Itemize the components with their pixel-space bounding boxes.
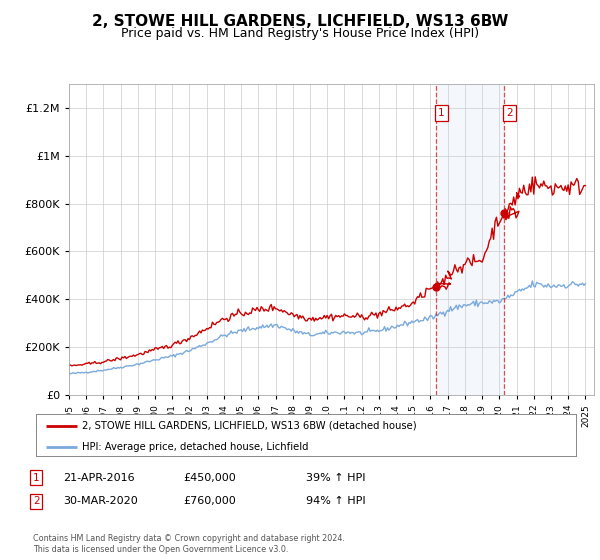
Text: 1: 1	[33, 473, 40, 483]
Text: 1: 1	[438, 108, 445, 118]
Text: HPI: Average price, detached house, Lichfield: HPI: Average price, detached house, Lich…	[82, 442, 308, 452]
Text: 2: 2	[33, 496, 40, 506]
Text: Contains HM Land Registry data © Crown copyright and database right 2024.
This d: Contains HM Land Registry data © Crown c…	[33, 534, 345, 554]
Bar	[436, 84, 503, 395]
Text: 2, STOWE HILL GARDENS, LICHFIELD, WS13 6BW (detached house): 2, STOWE HILL GARDENS, LICHFIELD, WS13 6…	[82, 421, 416, 431]
Text: 30-MAR-2020: 30-MAR-2020	[63, 496, 138, 506]
Point	[499, 209, 508, 218]
Text: 2: 2	[506, 108, 513, 118]
Text: 21-APR-2016: 21-APR-2016	[63, 473, 134, 483]
Text: 39% ↑ HPI: 39% ↑ HPI	[306, 473, 365, 483]
Text: £760,000: £760,000	[183, 496, 236, 506]
Text: 2, STOWE HILL GARDENS, LICHFIELD, WS13 6BW: 2, STOWE HILL GARDENS, LICHFIELD, WS13 6…	[92, 14, 508, 29]
Text: £450,000: £450,000	[183, 473, 236, 483]
Point	[431, 283, 440, 292]
Text: Price paid vs. HM Land Registry's House Price Index (HPI): Price paid vs. HM Land Registry's House …	[121, 27, 479, 40]
Text: 94% ↑ HPI: 94% ↑ HPI	[306, 496, 365, 506]
